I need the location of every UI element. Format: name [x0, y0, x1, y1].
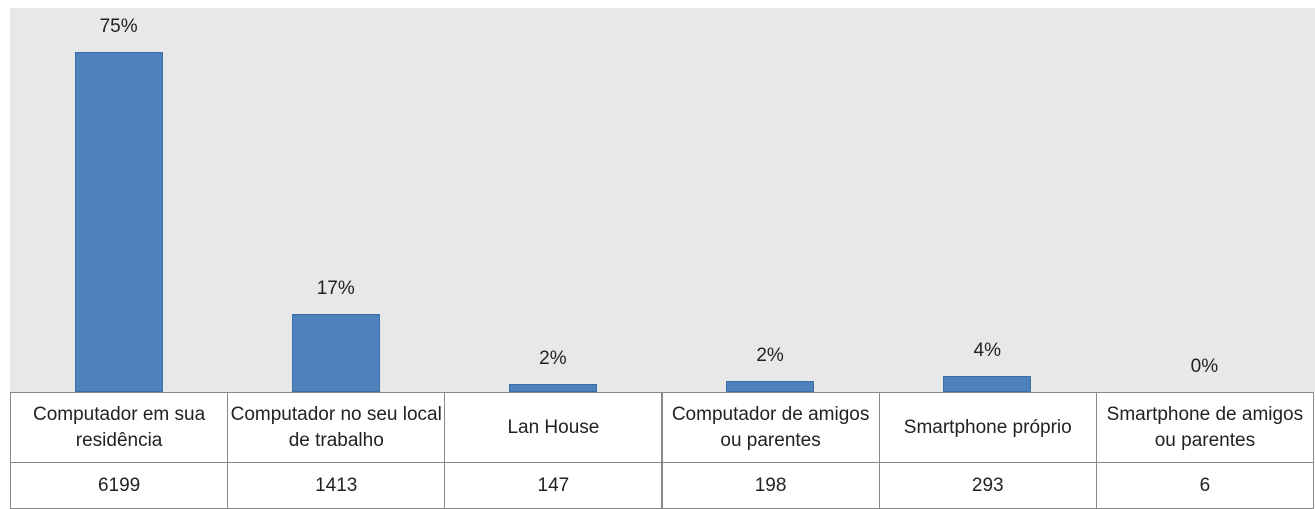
data-label: 75%: [99, 15, 138, 37]
data-label: 17%: [316, 278, 355, 300]
category-cell: Lan House: [444, 392, 663, 463]
bar: [291, 314, 380, 392]
data-label: 2%: [756, 345, 784, 367]
category-cell: Smartphone de amigos ou parentes: [1095, 392, 1314, 463]
data-label: 4%: [973, 339, 1001, 361]
value-cell: 1413: [227, 462, 446, 509]
plot-area: [10, 8, 1315, 392]
category-cell: Computador em sua residência: [10, 392, 229, 463]
category-cell: Computador de amigos ou parentes: [661, 392, 880, 463]
value-cell: 6199: [10, 462, 229, 509]
bar: [726, 381, 815, 392]
data-label: 2%: [539, 347, 567, 369]
value-cell: 293: [878, 462, 1097, 509]
bar: [508, 383, 597, 392]
bar: [74, 51, 163, 392]
data-label: 0%: [1190, 355, 1219, 377]
bar: [943, 375, 1032, 392]
category-cell: Computador no seu local de trabalho: [227, 392, 446, 463]
value-cell: 147: [444, 462, 663, 509]
value-cell: 198: [661, 462, 880, 509]
value-cell: 6: [1095, 462, 1314, 509]
category-cell: Smartphone próprio: [878, 392, 1097, 463]
